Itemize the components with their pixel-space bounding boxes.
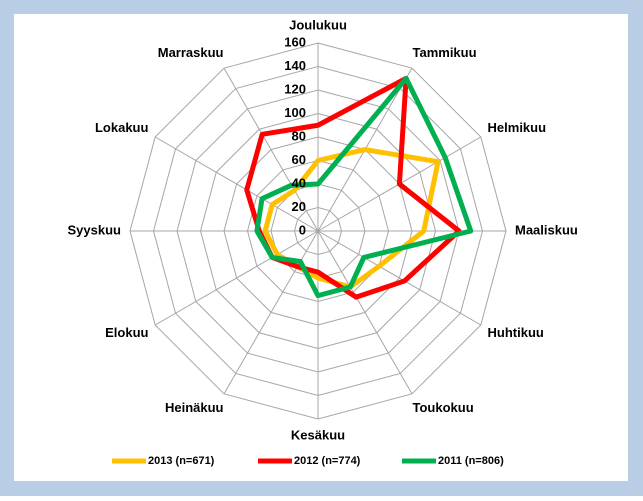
spoke [154, 230, 319, 326]
plot-area [14, 14, 628, 481]
tick-label: 60 [292, 152, 306, 167]
category-label: Heinäkuu [165, 400, 224, 415]
spoke [317, 230, 482, 326]
tick-label: 0 [299, 222, 306, 237]
category-label: Marraskuu [158, 45, 224, 60]
tick-label: 100 [284, 105, 306, 120]
spoke [154, 136, 319, 232]
tick-label: 20 [292, 199, 306, 214]
category-label: Elokuu [105, 325, 148, 340]
spoke [223, 230, 319, 395]
legend-label: 2011 (n=806) [438, 455, 504, 467]
category-label: Huhtikuu [488, 325, 544, 340]
spoke [223, 67, 319, 232]
category-label: Helmikuu [488, 120, 547, 135]
category-label: Kesäkuu [291, 427, 345, 442]
tick-label: 160 [284, 34, 306, 49]
spoke [317, 230, 413, 395]
legend-label: 2012 (n=774) [294, 455, 361, 467]
category-label: Lokakuu [95, 120, 149, 135]
series-line [244, 75, 462, 300]
category-label: Joulukuu [289, 17, 347, 32]
tick-label: 120 [284, 81, 306, 96]
tick-label: 80 [292, 128, 306, 143]
category-label: Maaliskuu [515, 222, 578, 237]
tick-label: 40 [292, 175, 306, 190]
category-label: Tammikuu [413, 45, 477, 60]
series-line [262, 147, 441, 290]
tick-label: 140 [284, 58, 306, 73]
category-label: Toukokuu [413, 400, 474, 415]
legend-label: 2013 (n=671) [148, 455, 215, 467]
series-line [254, 75, 474, 299]
category-label: Syyskuu [68, 222, 122, 237]
